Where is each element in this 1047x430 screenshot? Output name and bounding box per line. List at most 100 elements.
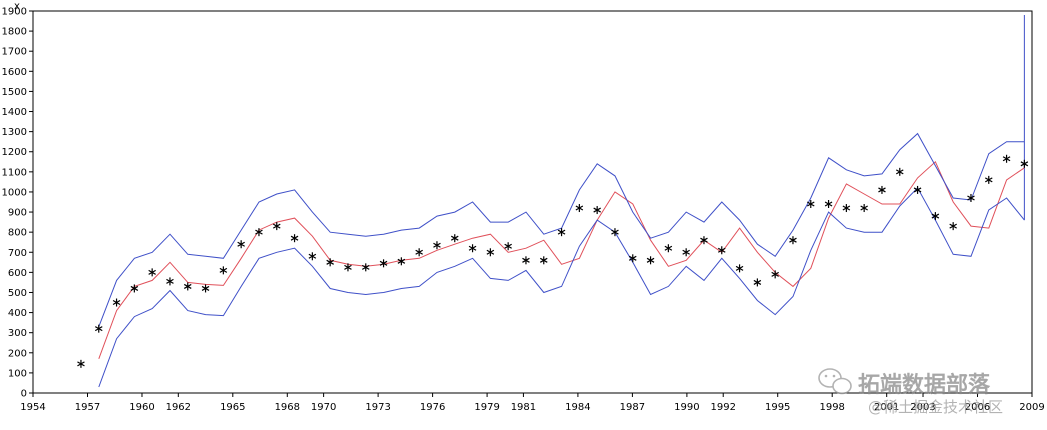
observed-point (94, 324, 103, 333)
x-tick-label: 1968 (275, 402, 300, 413)
y-axis: 0 100 200 300 400 500 600 700 800 900 1000 1100 1200… (2, 7, 33, 400)
observed-point (468, 244, 477, 253)
observed-point (308, 252, 317, 261)
observed-point (1020, 159, 1029, 168)
x-tick-label: 1984 (565, 402, 590, 413)
x-tick-label: 2003 (910, 402, 935, 413)
observed-point (664, 244, 673, 253)
x-tick-label: 2009 (1019, 402, 1044, 413)
upper-limit-line (98, 132, 1025, 327)
x-tick-label: 1954 (20, 402, 45, 413)
lower-limit-line (98, 187, 1025, 388)
observed-point (842, 204, 851, 213)
x-tick-label: 1970 (311, 402, 336, 413)
observed-point (789, 236, 797, 245)
observed-point (824, 200, 833, 209)
y-tick-label: 300 (8, 328, 27, 339)
observed-point (361, 263, 370, 272)
observed-point (130, 284, 139, 293)
y-axis-label: x (14, 1, 20, 12)
x-tick-label: 1990 (674, 402, 699, 413)
observed-point (984, 175, 993, 184)
x-axis: 1954 1957 1960 1962 1965 1968 1970 1973 1976 1979… (20, 393, 1045, 413)
x-tick-label: 1998 (819, 402, 844, 413)
x-tick-label: 1962 (166, 402, 191, 413)
observed-point (272, 222, 281, 231)
observed-point (895, 167, 904, 176)
observed-point (913, 185, 922, 194)
y-tick-label: 0 (21, 389, 27, 400)
x-tick-label: 1979 (474, 402, 499, 413)
series-layer (77, 15, 1029, 388)
observed-point (753, 278, 762, 287)
observed-point (539, 256, 548, 265)
y-tick-label: 500 (8, 288, 27, 299)
observed-point (397, 257, 406, 266)
observed-point (255, 228, 263, 237)
x-tick-label: 2006 (965, 402, 990, 413)
observed-point (237, 240, 245, 249)
y-tick-label: 700 (8, 248, 27, 259)
observed-point (700, 236, 708, 245)
x-tick-label: 1973 (365, 402, 390, 413)
x-tick-label: 1976 (420, 402, 445, 413)
observed-point (415, 248, 423, 257)
observed-point (450, 234, 459, 243)
y-tick-label: 1400 (2, 107, 27, 118)
wechat-icon (818, 368, 852, 395)
observed-point (611, 228, 619, 237)
observed-point (682, 248, 690, 257)
observed-point (949, 222, 957, 231)
y-tick-label: 1700 (2, 47, 27, 58)
observed-point (290, 234, 299, 243)
watermark: 拓端数据部落 @稀土掘金技术社区 (818, 368, 1003, 416)
y-tick-label: 100 (8, 368, 27, 379)
x-tick-label: 1987 (620, 402, 645, 413)
observed-point (931, 212, 940, 221)
observed-point (219, 266, 228, 275)
observed-point (486, 248, 495, 257)
y-tick-label: 200 (8, 348, 27, 359)
observed-point (148, 268, 156, 277)
observed-point (166, 277, 174, 286)
observed-point (806, 200, 815, 209)
y-tick-label: 900 (8, 208, 27, 219)
observed-point (112, 298, 121, 307)
y-tick-label: 1100 (2, 167, 27, 178)
observed-point (646, 256, 655, 265)
x-tick-label: 2001 (874, 402, 899, 413)
forecast-line (98, 160, 1025, 359)
x-tick-label: 1960 (129, 402, 154, 413)
observed-point (593, 206, 601, 215)
observed-point (1002, 154, 1011, 163)
y-tick-label: 1000 (2, 187, 27, 198)
observed-point (344, 263, 352, 272)
x-tick-label: 1992 (710, 402, 735, 413)
observed-point (183, 282, 192, 291)
observed-point (433, 241, 441, 250)
y-tick-label: 800 (8, 228, 27, 239)
x-tick-label: 1965 (220, 402, 245, 413)
x-tick-label: 1995 (765, 402, 790, 413)
y-tick-label: 600 (8, 268, 27, 279)
observed-point (628, 254, 637, 263)
observed-point (771, 270, 779, 279)
watermark-subtitle: @稀土掘金技术社区 (868, 398, 1003, 416)
y-tick-label: 1200 (2, 147, 27, 158)
observed-point (557, 228, 566, 237)
observed-point (717, 246, 726, 255)
observed-point (878, 185, 886, 194)
observed-point (201, 284, 210, 293)
watermark-title: 拓端数据部落 (858, 372, 991, 398)
x-tick-label: 1981 (511, 402, 536, 413)
y-tick-label: 400 (8, 308, 27, 319)
y-tick-label: 1500 (2, 87, 27, 98)
plot-frame (32, 10, 1033, 394)
observed-point (860, 204, 868, 213)
y-tick-label: 1300 (2, 127, 27, 138)
observed-point (522, 256, 530, 265)
observed-point (504, 242, 512, 251)
observed-point (379, 259, 388, 268)
y-tick-label: 1600 (2, 67, 27, 78)
